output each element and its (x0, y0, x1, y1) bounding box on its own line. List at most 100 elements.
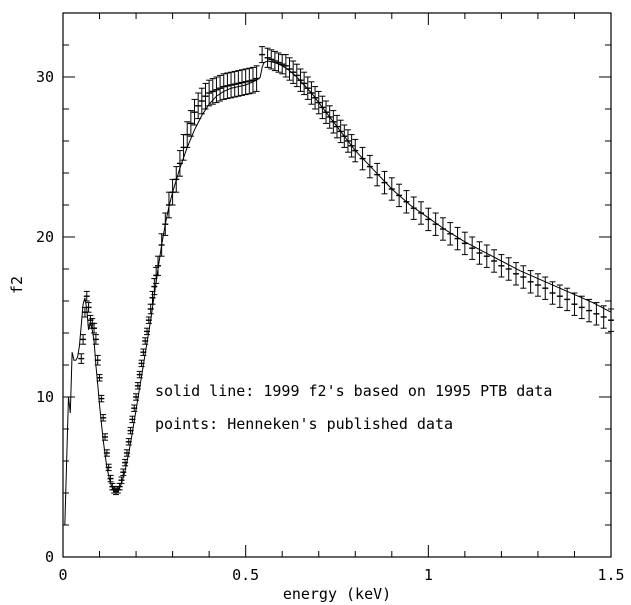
data-point (224, 72, 231, 100)
data-point (239, 69, 246, 96)
data-point (366, 154, 373, 179)
data-point (334, 114, 340, 139)
annotation-points: points: Henneken's published data (155, 415, 453, 433)
data-point (235, 70, 242, 97)
data-point (213, 76, 220, 104)
data-point (158, 233, 165, 257)
data-point (542, 276, 549, 300)
data-point (151, 278, 158, 296)
data-point (600, 305, 607, 329)
data-point (206, 79, 213, 107)
x-tick-label: 1 (424, 566, 433, 584)
data-point (556, 284, 563, 308)
data-point (432, 212, 439, 236)
data-point (149, 290, 156, 305)
data-point (125, 438, 132, 446)
data-point (578, 295, 585, 320)
data-point (491, 249, 498, 273)
data-point (129, 415, 136, 424)
data-point (476, 241, 483, 265)
data-point (162, 212, 169, 236)
data-point (184, 121, 191, 148)
data-point (136, 370, 143, 379)
data-point (275, 52, 282, 73)
data-point (83, 290, 90, 302)
x-axis-label: energy (keV) (283, 585, 391, 603)
annotation-solid-line: solid line: 1999 f2's based on 1995 PTB … (155, 382, 552, 400)
data-point (220, 73, 227, 100)
data-point (410, 196, 417, 220)
data-series (64, 46, 614, 526)
data-point (337, 119, 344, 144)
data-point (173, 166, 180, 193)
y-tick-label: 0 (45, 548, 54, 566)
data-point (527, 270, 534, 294)
data-point (198, 87, 205, 115)
data-point (293, 63, 300, 88)
data-point (120, 468, 127, 476)
data-point (454, 226, 461, 251)
data-point (231, 70, 238, 98)
data-point (140, 348, 147, 356)
data-point (134, 382, 141, 390)
data-point (286, 57, 293, 81)
data-point (359, 146, 366, 171)
data-point (107, 474, 114, 483)
data-point (344, 129, 351, 153)
data-point (447, 222, 454, 246)
data-point (282, 54, 289, 78)
data-point (290, 60, 297, 84)
data-point (94, 354, 101, 366)
data-point (498, 254, 505, 278)
data-point (593, 302, 600, 326)
data-point (131, 404, 138, 412)
data-point (102, 433, 109, 441)
y-tick-labels: 0 10 20 30 (36, 68, 54, 566)
data-point (304, 76, 311, 100)
data-point (586, 298, 593, 323)
data-point (348, 134, 355, 158)
data-point (513, 262, 520, 286)
data-point (118, 476, 125, 484)
y-tick-label: 20 (36, 228, 54, 246)
data-point (396, 183, 403, 208)
data-point (195, 92, 202, 120)
data-point (297, 68, 304, 92)
data-point (425, 207, 432, 232)
data-point (127, 426, 134, 435)
data-point (534, 273, 541, 297)
data-point (352, 138, 359, 163)
data-point (78, 353, 85, 364)
data-point (264, 47, 271, 68)
data-point (549, 281, 556, 305)
data-point (381, 170, 388, 195)
data-point (301, 71, 308, 96)
data-point (323, 100, 330, 124)
x-tick-label: 1.5 (597, 566, 624, 584)
data-point (388, 177, 395, 201)
data-point (209, 78, 216, 105)
data-point (154, 255, 161, 276)
y-tick-label: 10 (36, 388, 54, 406)
data-point (571, 292, 578, 316)
data-point (418, 201, 425, 225)
data-point (249, 66, 256, 94)
data-point (319, 95, 326, 120)
data-point (142, 337, 149, 345)
data-point (608, 308, 614, 332)
data-point (259, 46, 266, 64)
data-point (564, 287, 571, 312)
data-point (123, 449, 130, 457)
data-point (176, 150, 183, 177)
data-point (98, 394, 105, 403)
data-point (403, 190, 410, 214)
data-point (133, 393, 140, 401)
data-point (483, 244, 490, 268)
data-point (271, 50, 278, 72)
data-point (103, 449, 110, 457)
data-point (520, 265, 527, 289)
data-point (187, 110, 194, 137)
data-point (105, 463, 112, 472)
data-point (217, 74, 224, 102)
